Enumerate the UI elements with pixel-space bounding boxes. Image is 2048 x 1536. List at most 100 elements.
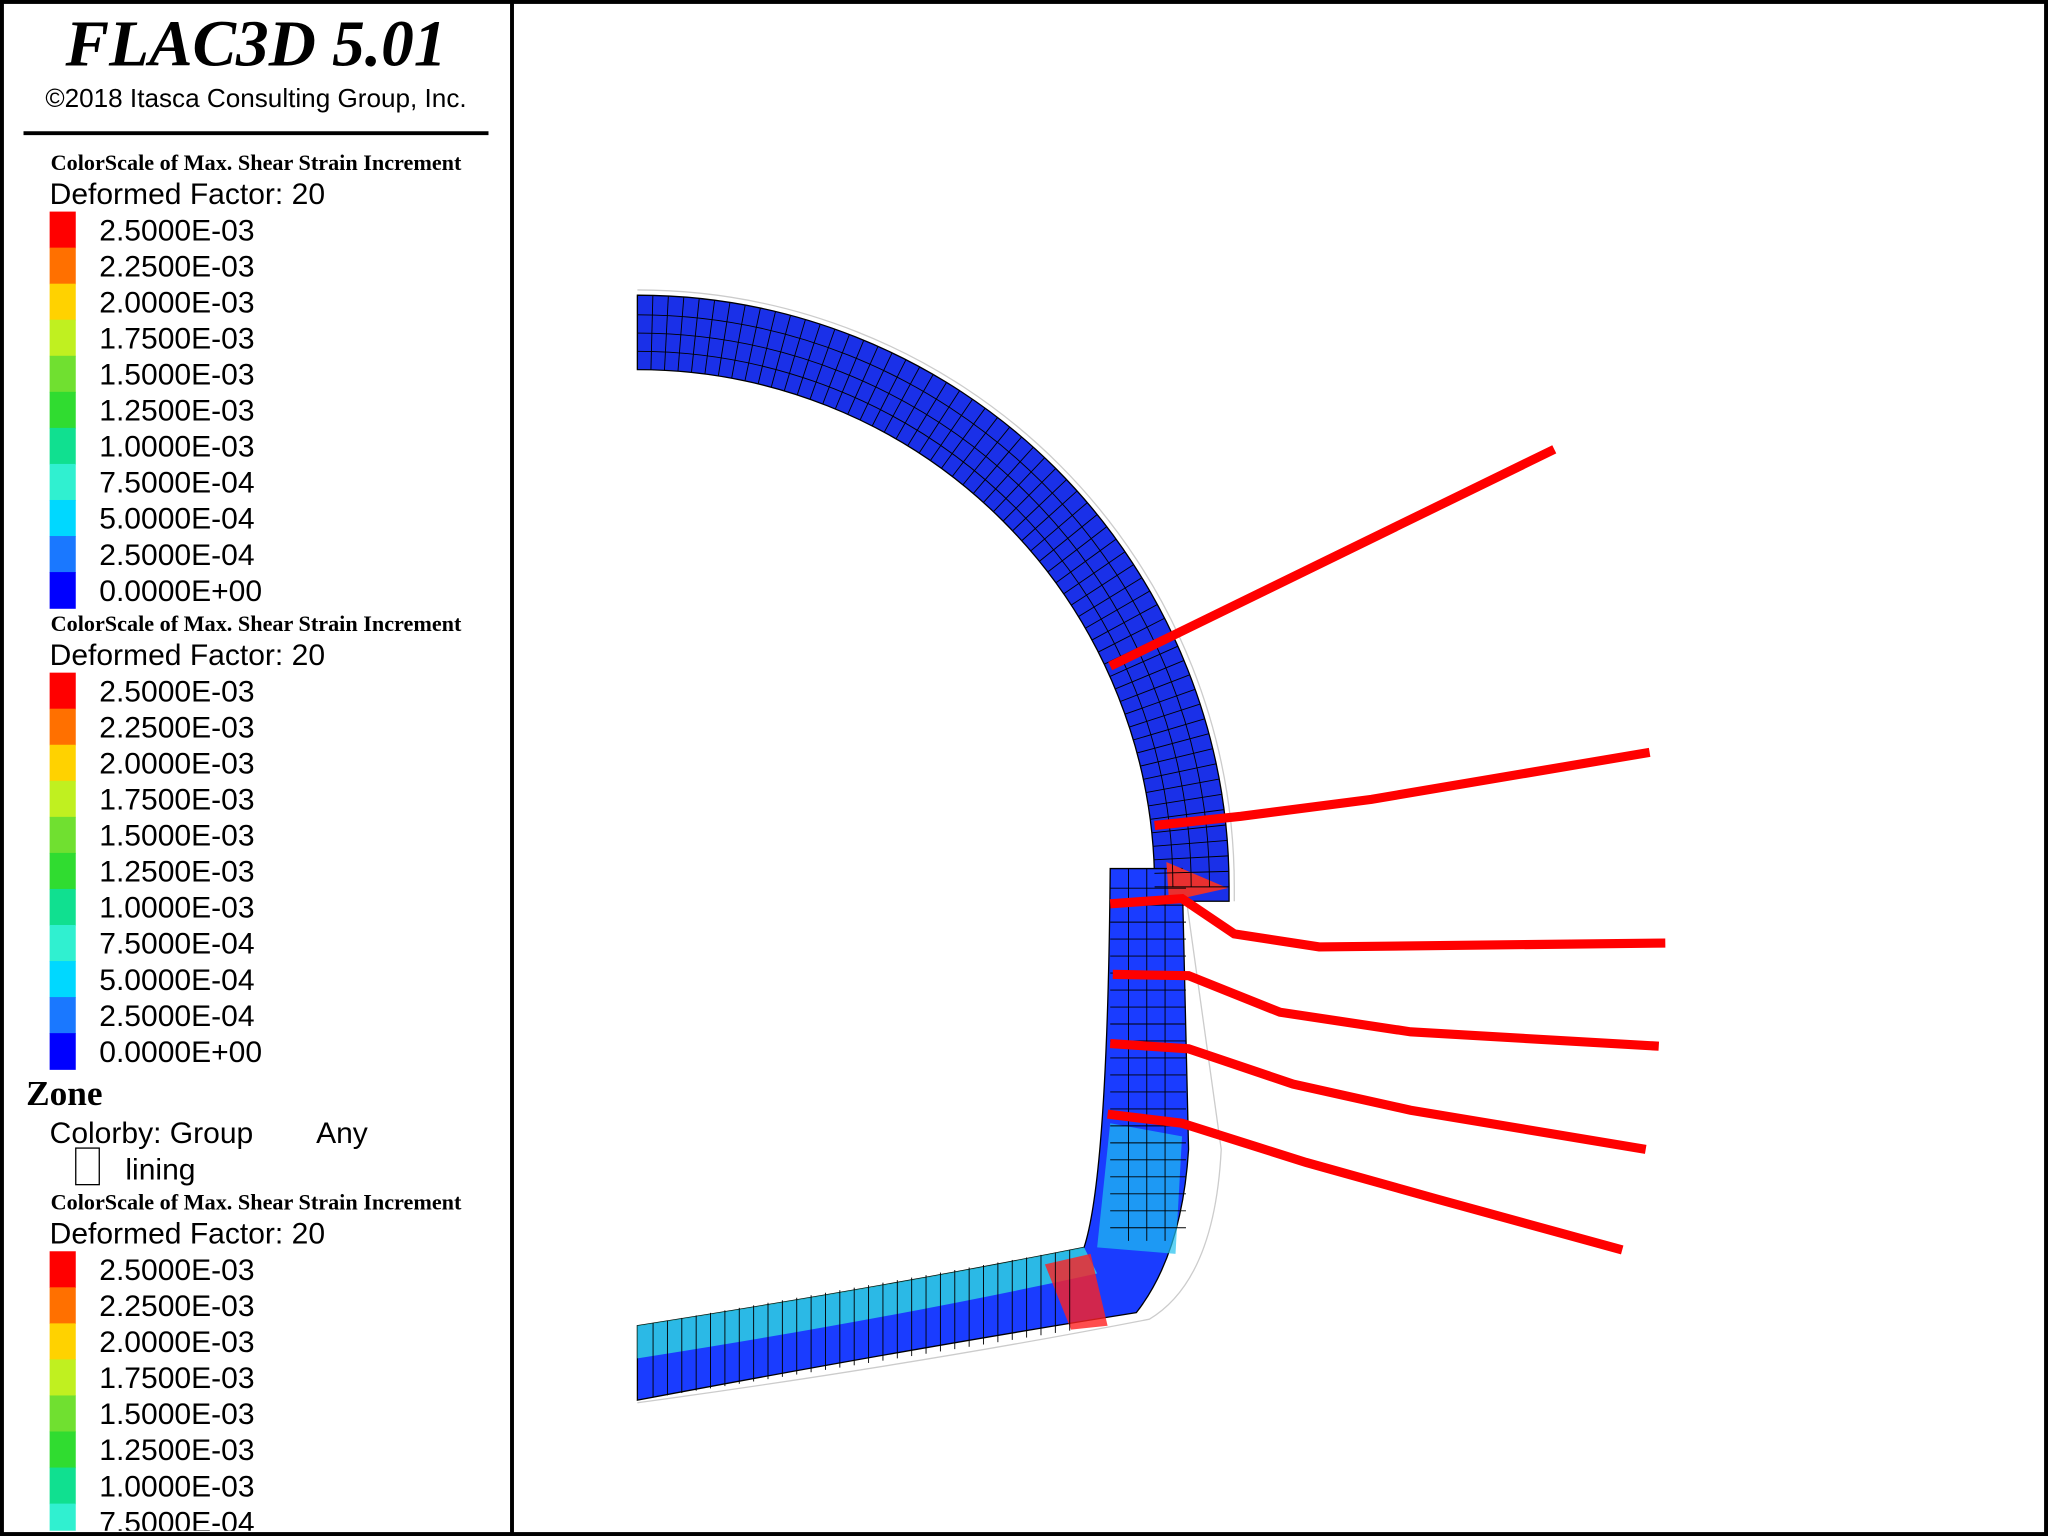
mesh-line [744,308,761,382]
color-swatch [49,1323,76,1361]
mesh-line [770,315,791,388]
colorby: Colorby: Group [50,1117,254,1150]
mesh-line [650,295,654,370]
mesh-line [1136,733,1210,754]
color-swatch [49,1359,76,1397]
any: Any [316,1117,368,1150]
color-swatch [49,572,76,609]
color-swatch [49,355,76,393]
mesh-line [883,366,921,433]
mesh-line [1140,748,1213,767]
scale-label: 1.2500E-03 [99,856,254,889]
copyright: ©2018 Itasca Consulting Group, Inc. [45,83,466,113]
scale-label: 7.5000E-04 [99,467,254,500]
mesh-line [941,407,986,469]
legend-panel: Zone Colorby: Group Any lining ColorScal… [26,150,462,1536]
mesh-line [1151,824,1226,834]
legend-title: ColorScale of Max. Shear Strain Incremen… [51,611,462,636]
color-swatch [49,780,76,818]
mesh-line [704,300,716,375]
scale-label: 1.5000E-03 [99,820,254,853]
mesh-line [1129,703,1201,728]
mesh-line [918,390,961,454]
mesh-line [809,328,836,400]
mesh-line [1039,514,1098,562]
scale-label: 1.7500E-03 [99,784,254,817]
mesh [636,295,1230,1398]
model-view [636,289,1666,1404]
scale-label: 2.5000E-04 [99,1000,254,1033]
strain-patch [637,1247,1098,1359]
scale-label: 2.5000E-03 [99,214,254,247]
mesh-line [1153,855,1229,861]
scale-label: 1.2500E-03 [99,395,254,428]
color-swatch [49,1287,76,1325]
mesh-line [1150,809,1225,820]
mesh-line [637,350,1174,887]
mesh-line [717,302,731,377]
strain-patch [1097,1123,1183,1254]
mesh-line [664,295,669,371]
mesh-line [637,332,1192,887]
crown-lining [636,294,1230,902]
mesh-line [1078,577,1143,617]
mesh-line [847,346,879,415]
color-swatch [49,463,76,501]
mesh-line [796,324,821,396]
mesh-line [637,314,1210,887]
color-swatch [49,744,76,782]
mesh-line [1021,490,1078,542]
deformed-factor: Deformed Factor: 20 [50,639,325,672]
legend-title: ColorScale of Max. Shear Strain Incremen… [51,1189,462,1214]
bolt [1108,445,1557,671]
bolt [1154,747,1651,831]
scale-label: 2.2500E-03 [99,711,254,744]
color-swatch [49,1467,76,1505]
app-title: FLAC3D 5.01 [65,8,447,80]
color-swatch [49,708,76,746]
color-swatch [49,391,76,429]
scale-label: 1.5000E-03 [99,359,254,392]
scale-label: 2.5000E-04 [99,539,254,572]
mesh-line [983,446,1034,503]
mesh-line [783,319,806,392]
mesh-line [907,382,947,447]
mesh-line [871,359,907,427]
scale-label: 7.5000E-04 [99,928,254,961]
color-swatch [49,1251,76,1288]
mesh-line [1115,660,1185,690]
mesh-line [1098,617,1165,653]
mesh-line [895,374,934,440]
group-swatch [75,1147,100,1186]
mesh-line [1012,479,1067,532]
color-swatch [49,997,76,1034]
color-swatch [49,961,76,998]
color-swatch [49,672,76,710]
color-swatch [49,499,76,537]
color-swatch [49,1033,76,1070]
scale-label: 7.5000E-04 [99,1506,254,1536]
color-swatch [49,536,76,573]
color-swatch [49,816,76,854]
scale-label: 1.0000E-03 [99,892,254,925]
bolt [1109,1039,1647,1154]
legend-title: ColorScale of Max. Shear Strain Incremen… [51,150,462,175]
mesh-line [1143,763,1217,780]
mesh-line [859,352,893,421]
scale-label: 1.7500E-03 [99,1362,254,1395]
mesh-line [962,426,1011,486]
deformed-factor: Deformed Factor: 20 [50,178,325,211]
scale-label: 2.0000E-03 [99,747,254,780]
mesh-line [993,457,1046,512]
mesh-line [1002,468,1057,522]
mesh-line [1055,538,1117,584]
scale-label: 0.0000E+00 [99,1036,262,1069]
scale-label: 2.2500E-03 [99,1290,254,1323]
mesh-line [690,298,700,373]
scale-label: 1.0000E-03 [99,431,254,464]
mesh-line [929,398,973,461]
scale-label: 1.5000E-03 [99,1398,254,1431]
mesh-line [1085,590,1151,629]
bolt [1107,1109,1624,1255]
